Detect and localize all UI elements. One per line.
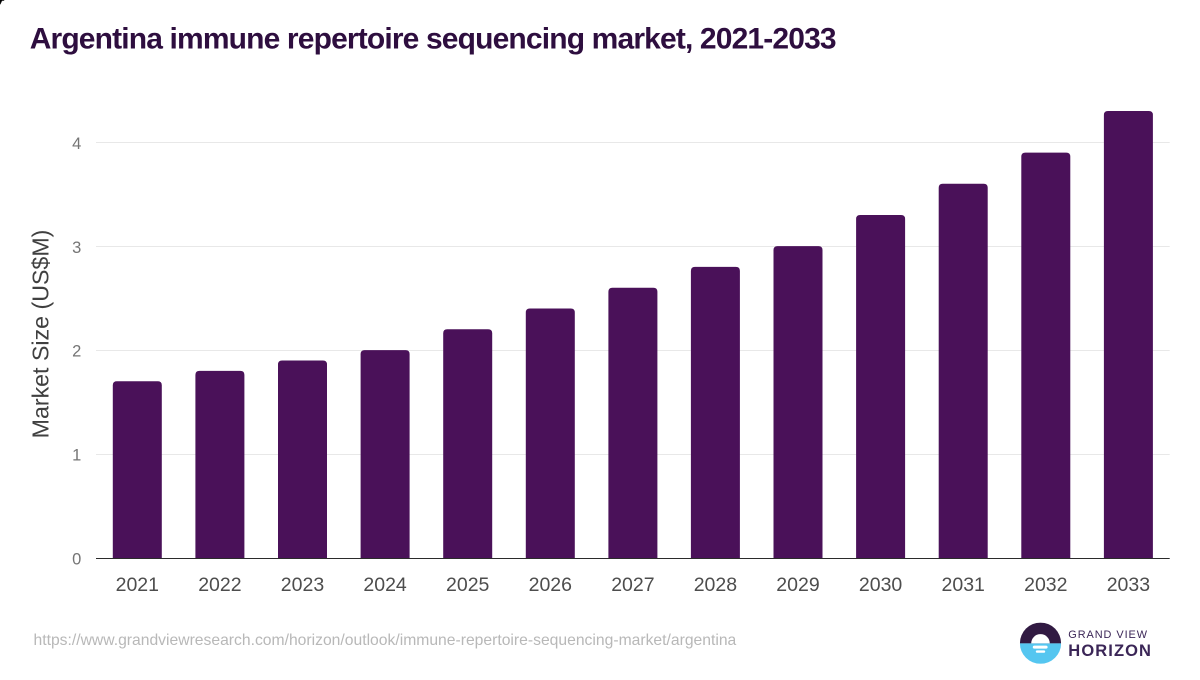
svg-text:2032: 2032 bbox=[1024, 574, 1067, 596]
svg-text:Argentina immune repertoire se: Argentina immune repertoire sequencing m… bbox=[30, 23, 836, 56]
svg-text:2021: 2021 bbox=[116, 574, 159, 596]
svg-text:4: 4 bbox=[72, 135, 81, 153]
svg-text:2029: 2029 bbox=[776, 574, 819, 596]
svg-text:https://www.grandviewresearch.: https://www.grandviewresearch.com/horizo… bbox=[34, 632, 737, 649]
svg-text:2033: 2033 bbox=[1107, 574, 1150, 596]
svg-text:2028: 2028 bbox=[694, 574, 737, 596]
svg-text:2026: 2026 bbox=[529, 574, 572, 596]
svg-text:2022: 2022 bbox=[198, 574, 241, 596]
svg-text:GRAND VIEW: GRAND VIEW bbox=[1068, 629, 1148, 641]
svg-text:2023: 2023 bbox=[281, 574, 324, 596]
svg-text:1: 1 bbox=[72, 447, 81, 465]
svg-text:2024: 2024 bbox=[363, 574, 407, 596]
svg-text:2030: 2030 bbox=[859, 574, 903, 596]
svg-text:3: 3 bbox=[72, 239, 81, 257]
svg-text:HORIZON: HORIZON bbox=[1068, 642, 1152, 660]
svg-text:2027: 2027 bbox=[611, 574, 654, 596]
svg-text:Market Size (US$M): Market Size (US$M) bbox=[27, 230, 53, 439]
svg-text:2: 2 bbox=[72, 343, 81, 361]
svg-text:2031: 2031 bbox=[942, 574, 985, 596]
svg-text:0: 0 bbox=[72, 551, 81, 569]
svg-text:2025: 2025 bbox=[446, 574, 490, 596]
